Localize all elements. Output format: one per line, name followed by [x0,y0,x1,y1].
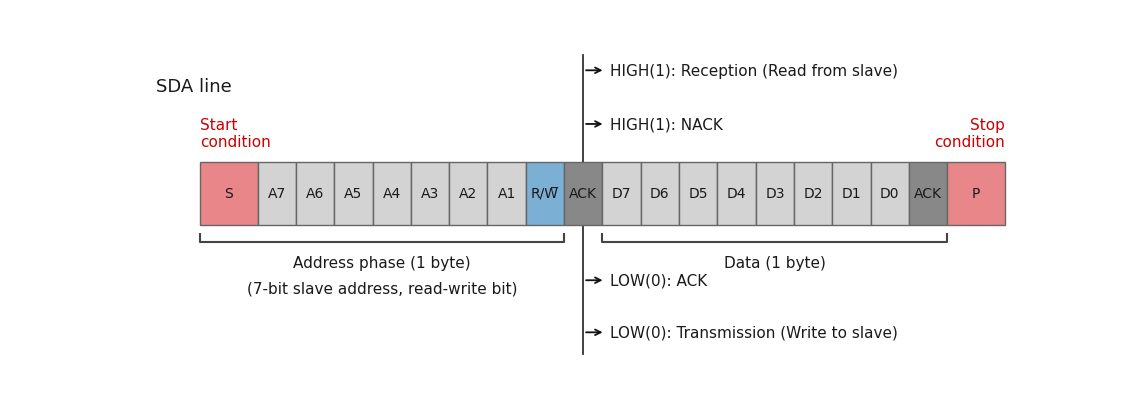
Text: LOW(0): Transmission (Write to slave): LOW(0): Transmission (Write to slave) [609,325,898,340]
Text: P: P [972,187,980,201]
Text: A5: A5 [345,187,363,201]
Text: D1: D1 [842,187,861,201]
Text: D0: D0 [880,187,899,201]
Bar [487,162,526,225]
Text: D4: D4 [727,187,746,201]
Text: A7: A7 [268,187,286,201]
Text: HIGH(1): Reception (Read from slave): HIGH(1): Reception (Read from slave) [609,64,898,79]
Text: D7: D7 [612,187,631,201]
Bar [296,162,334,225]
Bar [411,162,450,225]
Text: D6: D6 [650,187,670,201]
Text: HIGH(1): NACK: HIGH(1): NACK [609,117,722,132]
Bar [200,162,258,225]
Text: ACK: ACK [569,187,597,201]
Text: A4: A4 [382,187,400,201]
Bar [450,162,487,225]
Text: A2: A2 [459,187,477,201]
Text: Data (1 byte): Data (1 byte) [723,255,826,270]
Text: Start
condition: Start condition [200,117,270,150]
Text: LOW(0): ACK: LOW(0): ACK [609,273,707,288]
Text: A3: A3 [421,187,439,201]
Bar [947,162,1005,225]
Bar [679,162,718,225]
Bar [602,162,641,225]
Bar [641,162,679,225]
Bar [334,162,373,225]
Text: ACK: ACK [914,187,942,201]
Text: (7-bit slave address, read-write bit): (7-bit slave address, read-write bit) [246,281,517,296]
Text: SDA line: SDA line [156,78,232,96]
Bar [755,162,794,225]
Bar [794,162,833,225]
Text: D3: D3 [766,187,785,201]
Bar [718,162,755,225]
Text: D5: D5 [688,187,709,201]
Bar [871,162,909,225]
Bar [564,162,602,225]
Bar [909,162,947,225]
Text: S: S [225,187,233,201]
Text: A6: A6 [306,187,324,201]
Text: Stop
condition: Stop condition [934,117,1005,150]
Bar [258,162,296,225]
Text: Address phase (1 byte): Address phase (1 byte) [293,255,471,270]
Text: A1: A1 [497,187,516,201]
Bar [373,162,411,225]
Text: D2: D2 [803,187,823,201]
Bar [833,162,871,225]
Text: R/W̅: R/W̅ [531,187,559,201]
Bar [526,162,564,225]
